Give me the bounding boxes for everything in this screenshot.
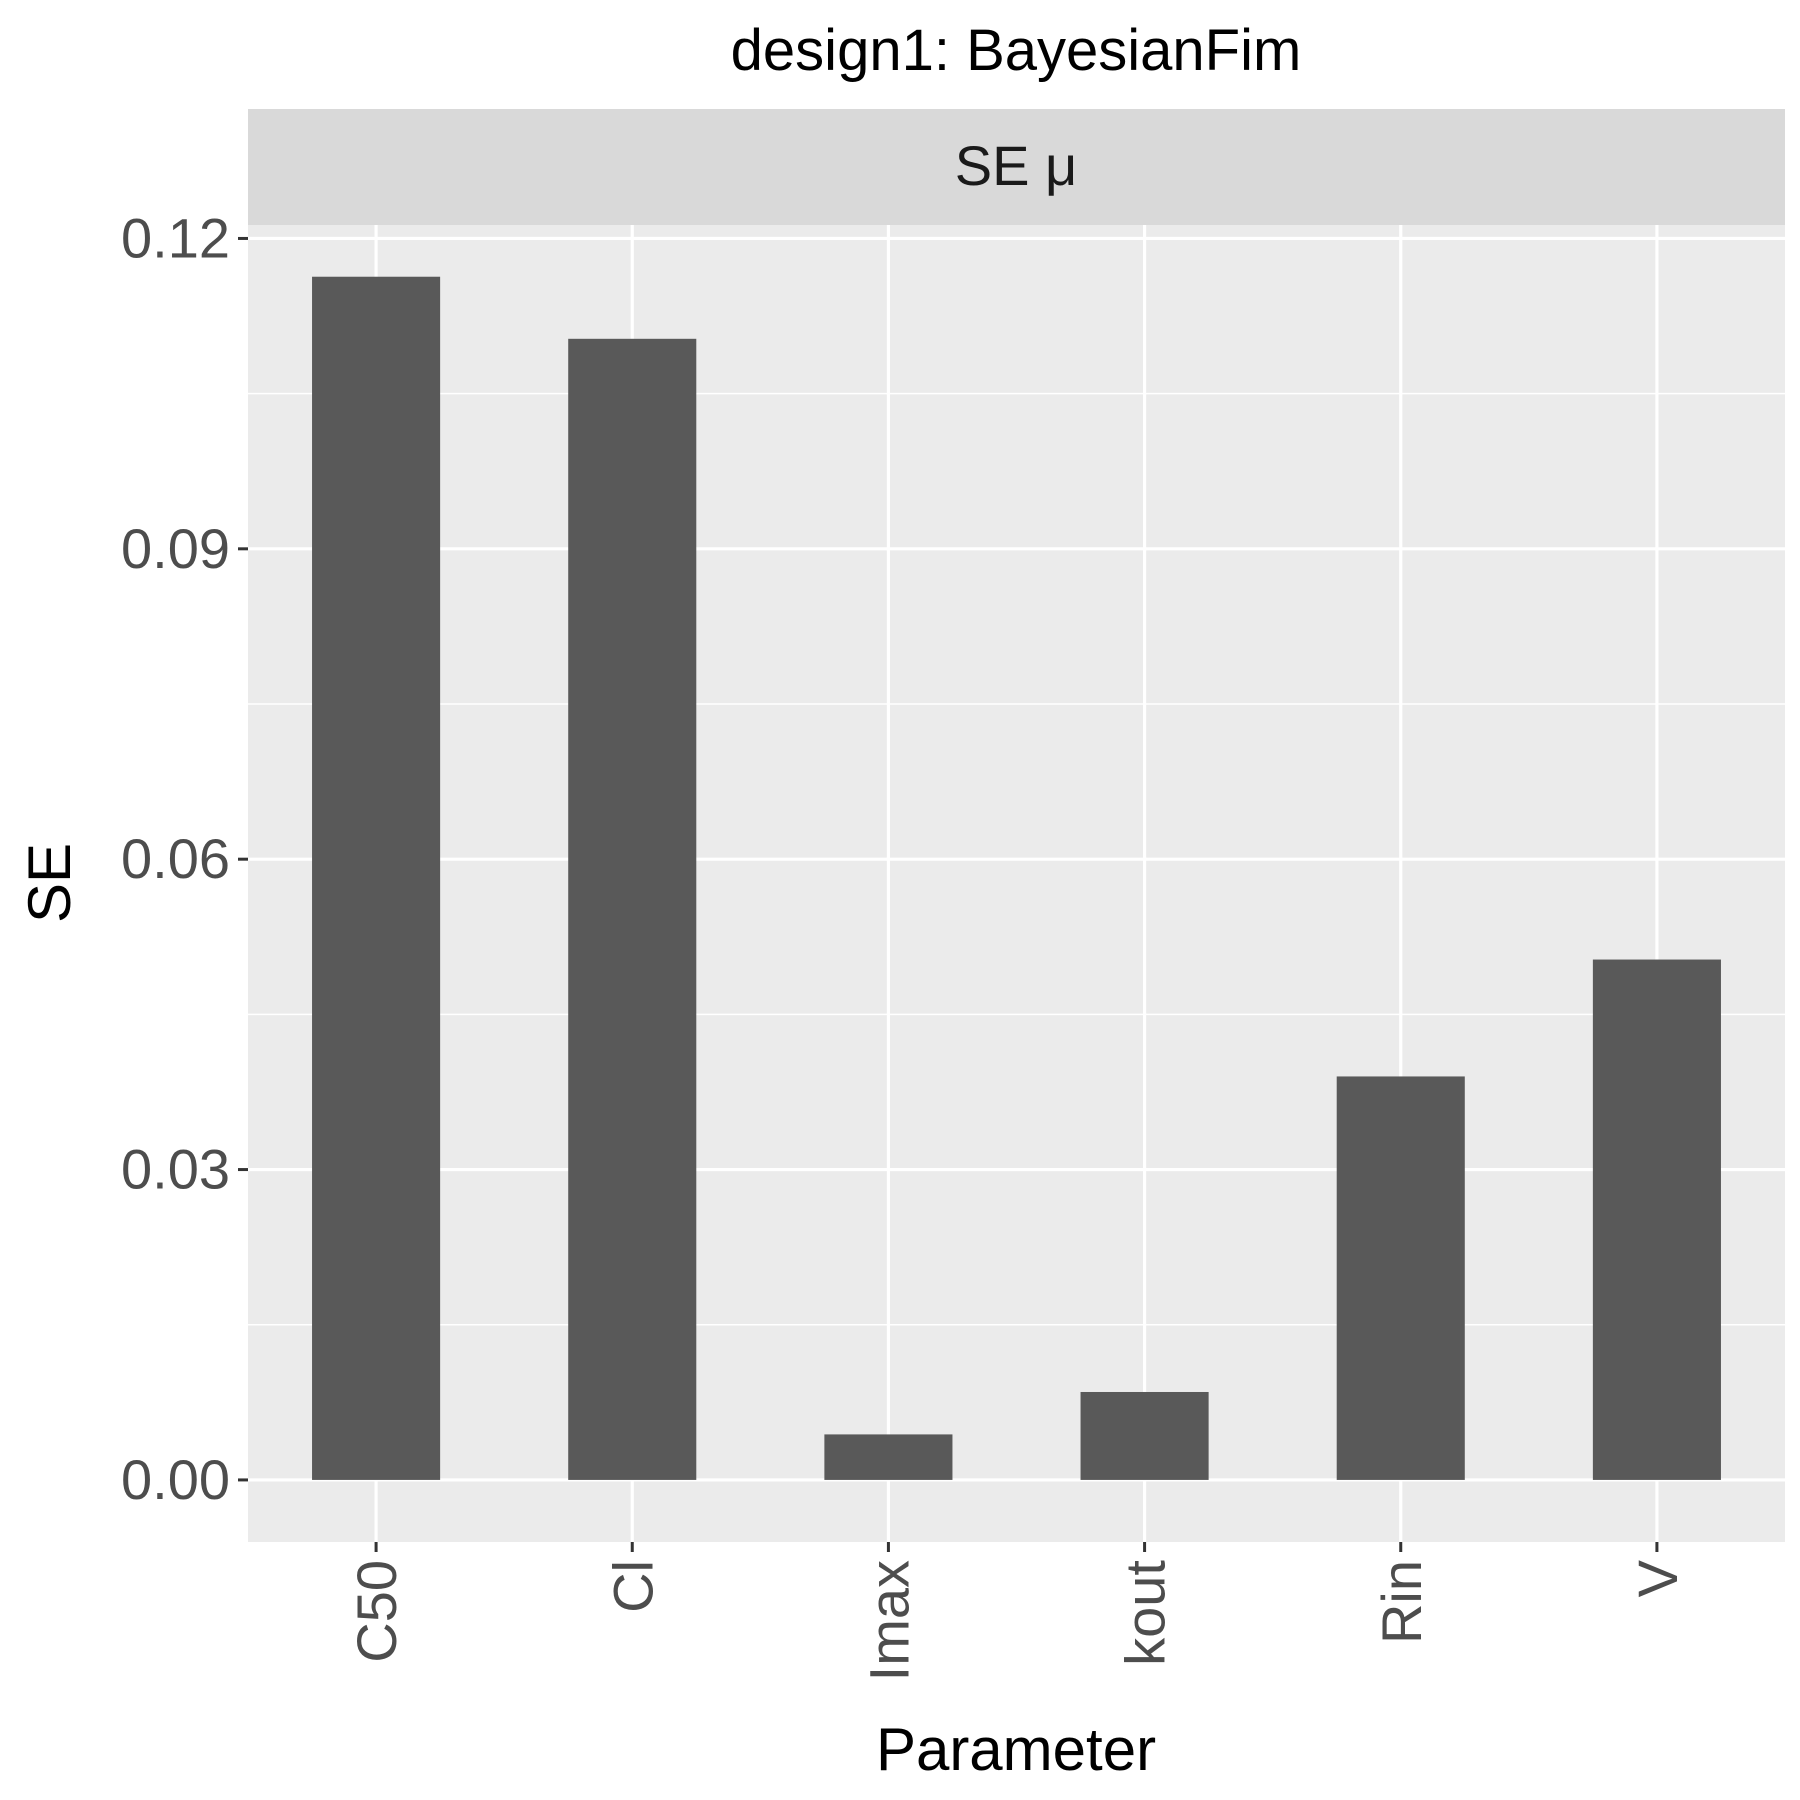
y-tick-label: 0.12 [121, 206, 230, 269]
x-axis: C50 Cl Imax kout Rin V [345, 1542, 1689, 1681]
plot-panel [248, 225, 1785, 1542]
bar-C50 [312, 276, 441, 1480]
bar-Cl [568, 338, 697, 1480]
x-tick-label: Imax [857, 1560, 920, 1681]
facet-strip-label: SE μ [955, 134, 1078, 197]
x-tick-label: Cl [601, 1560, 664, 1613]
bar-V [1592, 959, 1721, 1480]
y-axis-title: SE [16, 843, 83, 923]
bar-kout [1080, 1391, 1209, 1480]
x-tick-label: kout [1114, 1560, 1177, 1666]
y-tick-label: 0.03 [121, 1138, 230, 1201]
y-tick-label: 0.09 [121, 517, 230, 580]
facet-strip [248, 109, 1785, 225]
minor-gridlines [248, 392, 1785, 1326]
x-axis-title: Parameter [876, 1716, 1156, 1783]
y-tick-label: 0.06 [121, 827, 230, 890]
x-tick-label: Rin [1370, 1560, 1433, 1644]
y-axis: 0.00 0.03 0.06 0.09 0.12 [121, 206, 248, 1511]
bar-Rin [1336, 1076, 1465, 1480]
x-tick-label: V [1626, 1559, 1689, 1597]
bars-group [312, 276, 1721, 1480]
bar-Imax [824, 1434, 953, 1480]
chart-title: design1: BayesianFim [731, 18, 1302, 83]
y-tick-label: 0.00 [121, 1448, 230, 1511]
x-tick-label: C50 [345, 1560, 408, 1663]
